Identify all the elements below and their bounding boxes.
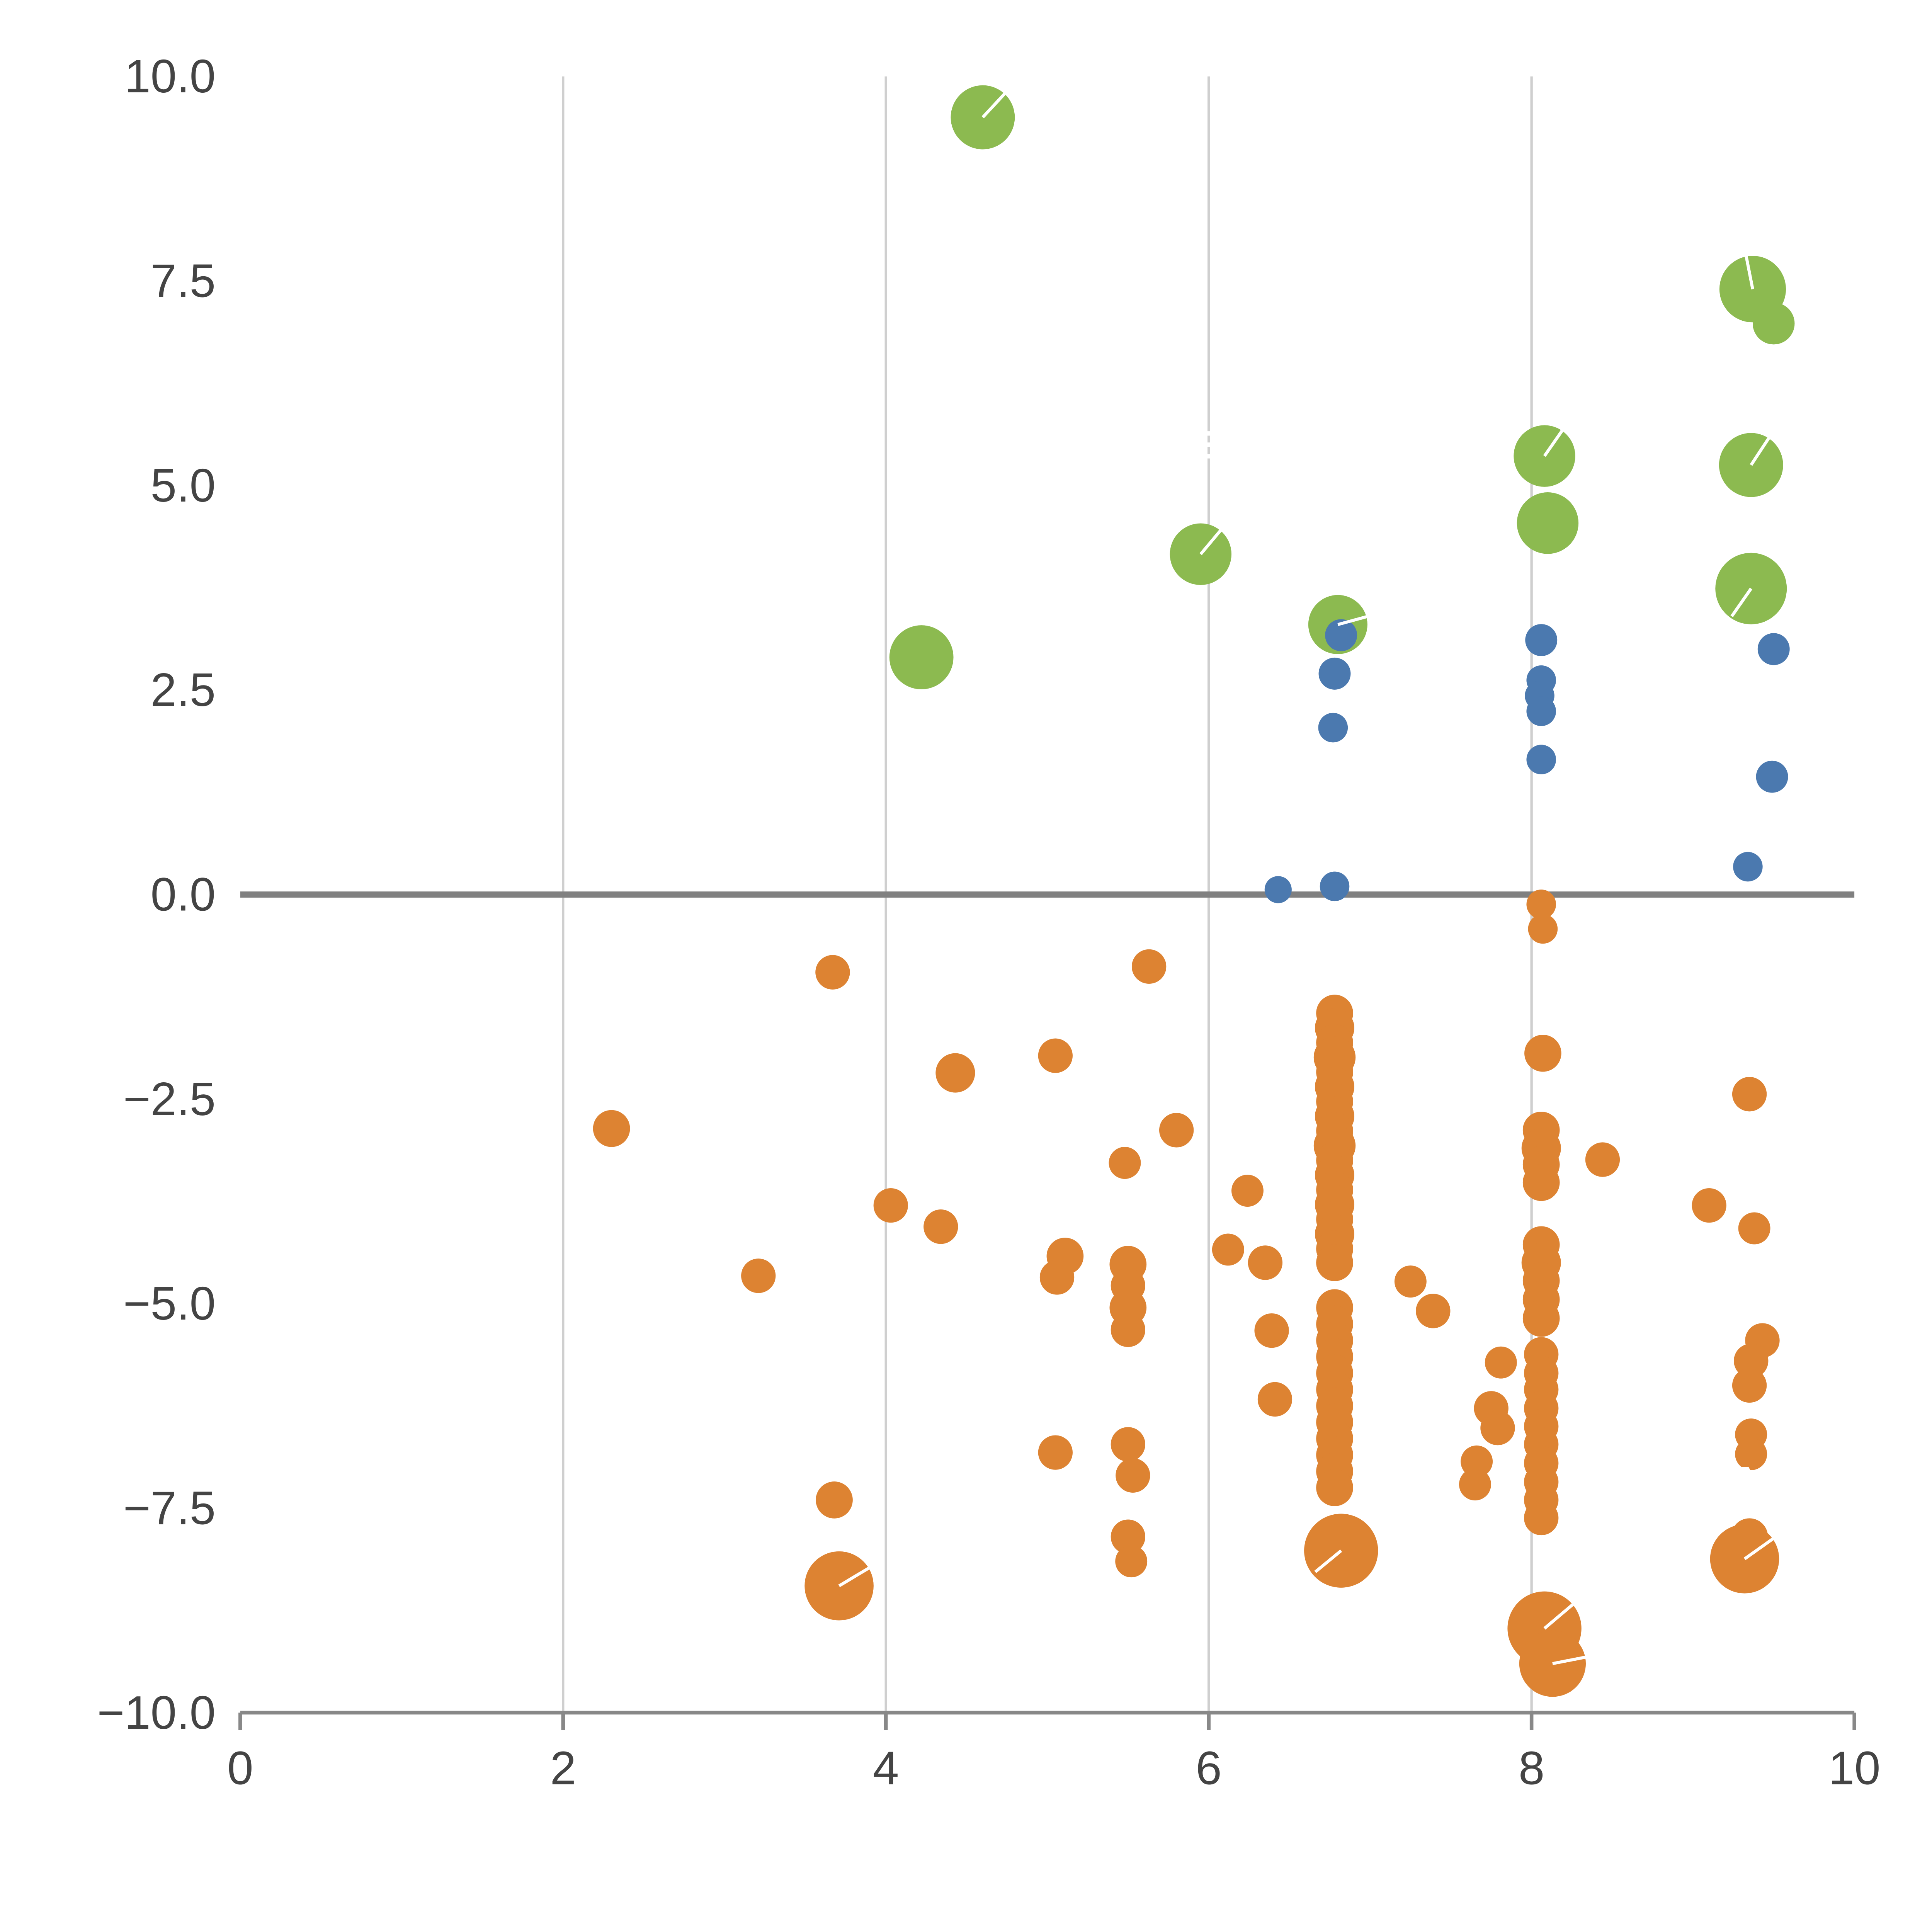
data-point-blue <box>1756 760 1788 793</box>
annotation-leader-line <box>1314 1549 1342 1573</box>
y-tick-label: 7.5 <box>151 254 216 307</box>
data-point-orange <box>1131 949 1167 984</box>
data-point-orange <box>1585 1142 1620 1177</box>
series-orange <box>593 889 1780 1697</box>
annotation-leader-line <box>1337 611 1381 626</box>
annotation-leader-line <box>1743 1534 1778 1560</box>
annotation-leader-line <box>838 1563 876 1587</box>
data-point-orange <box>804 1551 874 1621</box>
annotation-leader-line <box>1199 526 1225 555</box>
data-point-orange <box>1248 1245 1283 1280</box>
data-point-orange <box>1116 1458 1150 1493</box>
data-point-orange <box>1159 1113 1194 1148</box>
annotation-leader-line <box>1745 256 1754 289</box>
y-tick-label: −7.5 <box>123 1482 216 1534</box>
annotation-leader-line <box>1730 587 1753 617</box>
data-point-orange <box>873 1188 908 1223</box>
y-tick-label: 2.5 <box>151 663 216 716</box>
data-point-orange <box>1461 1445 1493 1478</box>
data-point-blue <box>1525 624 1558 656</box>
data-point-orange <box>923 1209 958 1244</box>
x-tick-label: 2 <box>550 1742 576 1794</box>
annotation-leader-line <box>1543 427 1565 457</box>
data-point-orange <box>1710 1524 1779 1594</box>
annotation-leader-line <box>981 88 1010 119</box>
y-tick-label: −2.5 <box>123 1073 216 1125</box>
data-point-orange <box>1524 1034 1561 1072</box>
data-point-orange <box>1316 1244 1353 1281</box>
data-point-orange <box>1257 1382 1293 1417</box>
y-tick-label: −10.0 <box>97 1686 216 1739</box>
data-point-blue <box>1526 745 1556 774</box>
data-point-orange <box>1485 1346 1517 1379</box>
data-point-orange <box>1039 1260 1075 1295</box>
data-point-orange <box>1111 1312 1145 1347</box>
annotation-leader-line <box>1543 1602 1575 1630</box>
data-point-orange <box>1738 1212 1770 1245</box>
data-point-orange <box>1038 1435 1073 1470</box>
data-point-orange <box>1111 1519 1145 1554</box>
data-point-orange <box>593 1110 630 1147</box>
series-green <box>889 85 1795 689</box>
data-point-orange <box>1212 1233 1244 1266</box>
data-point-orange <box>1735 1438 1767 1470</box>
data-point-orange <box>1526 889 1556 919</box>
data-point-orange <box>1524 1500 1559 1536</box>
x-tick-label: 0 <box>227 1742 253 1794</box>
data-point-blue <box>1733 852 1763 882</box>
annotation-label: IN <box>1728 1459 1768 1503</box>
data-point-green <box>1517 492 1579 554</box>
y-tick-label: 0.0 <box>151 868 216 921</box>
data-point-orange <box>1231 1175 1264 1207</box>
data-point-blue <box>1318 657 1351 690</box>
data-point-orange <box>741 1259 776 1293</box>
data-point-orange <box>1522 1300 1560 1337</box>
data-point-orange <box>1416 1294 1451 1328</box>
data-point-orange <box>1394 1265 1427 1298</box>
annotation-label: E <box>1192 423 1219 467</box>
data-point-blue <box>1526 696 1556 726</box>
data-point-orange <box>1480 1410 1515 1446</box>
data-point-orange <box>1732 1368 1767 1403</box>
data-point-green <box>889 625 954 689</box>
x-tick-label: 4 <box>873 1742 899 1794</box>
annotation-leader-line <box>1750 435 1772 466</box>
data-point-orange <box>1115 1545 1148 1578</box>
data-point-orange <box>1459 1468 1491 1501</box>
data-point-blue <box>1325 619 1357 651</box>
annotations: E... IN <box>838 88 1778 1665</box>
data-point-orange <box>1692 1188 1726 1223</box>
annotation-leader-line <box>1552 1654 1595 1665</box>
series-blue <box>1264 619 1790 903</box>
x-axis-ticks: 0 2 4 6 8 10 <box>227 1713 1880 1794</box>
y-tick-label: −5.0 <box>123 1277 216 1330</box>
data-point-orange <box>1734 1344 1769 1378</box>
y-axis-labels: 10.0 7.5 5.0 2.5 0.0 −2.5 −5.0 −7.5 −10.0 <box>97 50 216 1739</box>
y-tick-label: 10.0 <box>124 50 216 102</box>
x-tick-label: 6 <box>1196 1742 1221 1794</box>
data-point-green <box>1753 302 1795 345</box>
data-point-orange <box>1732 1077 1767 1112</box>
data-point-orange <box>1528 914 1558 944</box>
data-point-orange <box>1109 1147 1141 1179</box>
data-point-orange <box>815 955 850 990</box>
x-tick-label: 10 <box>1828 1742 1881 1794</box>
data-point-blue <box>1264 876 1292 903</box>
data-point-orange <box>816 1481 853 1519</box>
annotation-label: ... <box>1664 870 1697 914</box>
y-tick-label: 5.0 <box>151 459 216 512</box>
data-point-orange <box>1522 1164 1560 1201</box>
data-point-orange <box>1316 1469 1353 1506</box>
data-point-orange <box>1038 1038 1073 1073</box>
data-point-blue <box>1318 713 1348 743</box>
data-point-orange <box>1254 1313 1289 1348</box>
x-tick-label: 8 <box>1519 1742 1544 1794</box>
data-point-blue <box>1320 871 1350 901</box>
data-point-orange <box>935 1053 975 1093</box>
data-point-blue <box>1757 633 1790 665</box>
data-point-orange <box>1111 1427 1145 1462</box>
